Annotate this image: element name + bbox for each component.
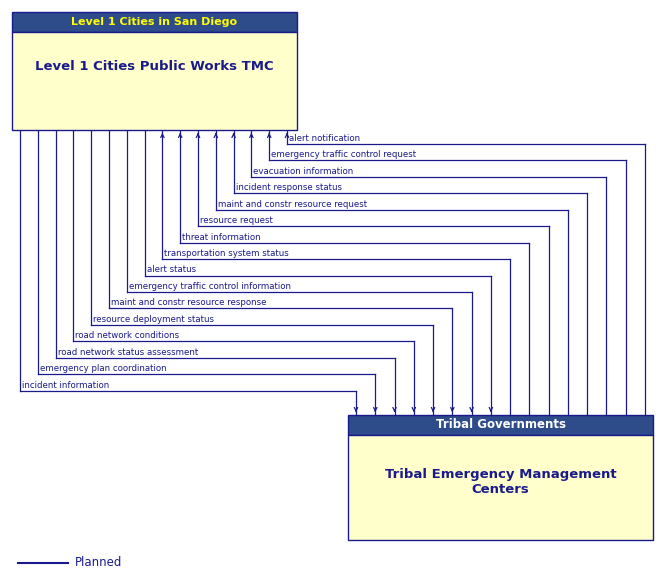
Text: incident information: incident information [22, 380, 109, 390]
Text: Level 1 Cities Public Works TMC: Level 1 Cities Public Works TMC [35, 60, 274, 73]
Bar [12, 12, 297, 32]
Text: resource deployment status: resource deployment status [93, 315, 214, 324]
Text: maint and constr resource response: maint and constr resource response [111, 298, 267, 308]
Text: emergency traffic control information: emergency traffic control information [129, 282, 291, 291]
Text: emergency plan coordination: emergency plan coordination [40, 364, 166, 373]
Text: Tribal Governments: Tribal Governments [436, 418, 566, 431]
Text: maint and constr resource request: maint and constr resource request [218, 200, 367, 209]
Text: transportation system status: transportation system status [164, 249, 289, 258]
Text: emergency traffic control request: emergency traffic control request [271, 151, 416, 159]
Text: road network conditions: road network conditions [76, 331, 180, 340]
Bar [348, 415, 653, 435]
Bar [348, 435, 653, 540]
Text: Planned: Planned [75, 557, 123, 570]
Text: Tribal Emergency Management
Centers: Tribal Emergency Management Centers [385, 468, 617, 496]
Text: alert status: alert status [147, 265, 196, 274]
Text: incident response status: incident response status [235, 183, 341, 192]
Text: alert notification: alert notification [289, 134, 360, 143]
Text: road network status assessment: road network status assessment [58, 347, 198, 357]
Bar [12, 32, 297, 130]
Text: resource request: resource request [200, 216, 273, 225]
Text: Level 1 Cities in San Diego: Level 1 Cities in San Diego [72, 17, 237, 27]
Text: evacuation information: evacuation information [253, 167, 353, 176]
Text: threat information: threat information [182, 233, 261, 241]
